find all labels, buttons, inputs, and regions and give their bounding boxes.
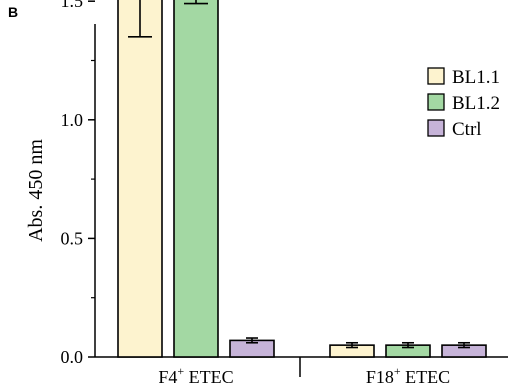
y-tick-label: 0.5 — [61, 228, 84, 248]
x-group-label: F18+ ETEC — [366, 364, 450, 387]
bars — [117, 0, 487, 358]
y-tick-label: 1.5 — [61, 0, 84, 11]
y-tick-label: 1.0 — [61, 110, 84, 130]
legend-swatch — [427, 119, 445, 137]
legend-label: Ctrl — [452, 119, 482, 140]
panel-label: B — [8, 4, 19, 20]
error-bars — [128, 0, 470, 349]
bar-bl1-2-0 — [173, 0, 219, 358]
x-group-label: F4+ ETEC — [158, 364, 233, 387]
bar-bl1-1-0 — [117, 0, 163, 358]
legend: BL1.1 BL1.2 Ctrl — [427, 67, 500, 140]
legend-swatch — [427, 93, 445, 111]
y-tick-label: 0.0 — [61, 347, 84, 367]
legend-swatch — [427, 67, 445, 85]
legend-label: BL1.2 — [452, 93, 500, 114]
y-axis-label: Abs. 450 nm — [25, 139, 47, 242]
legend-label: BL1.1 — [452, 67, 500, 88]
